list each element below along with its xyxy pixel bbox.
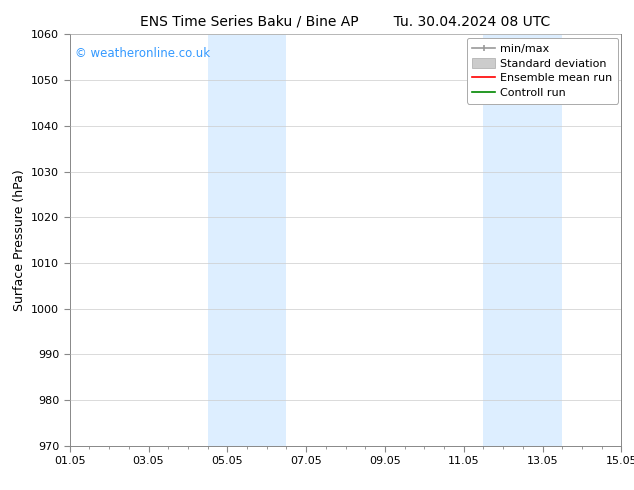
Bar (207, 34, 287, 446)
Bar (483, 34, 562, 446)
Y-axis label: Surface Pressure (hPa): Surface Pressure (hPa) (13, 169, 25, 311)
Text: © weatheronline.co.uk: © weatheronline.co.uk (75, 47, 210, 60)
Title: ENS Time Series Baku / Bine AP        Tu. 30.04.2024 08 UTC: ENS Time Series Baku / Bine AP Tu. 30.04… (140, 15, 551, 29)
Legend: min/max, Standard deviation, Ensemble mean run, Controll run: min/max, Standard deviation, Ensemble me… (467, 38, 618, 103)
